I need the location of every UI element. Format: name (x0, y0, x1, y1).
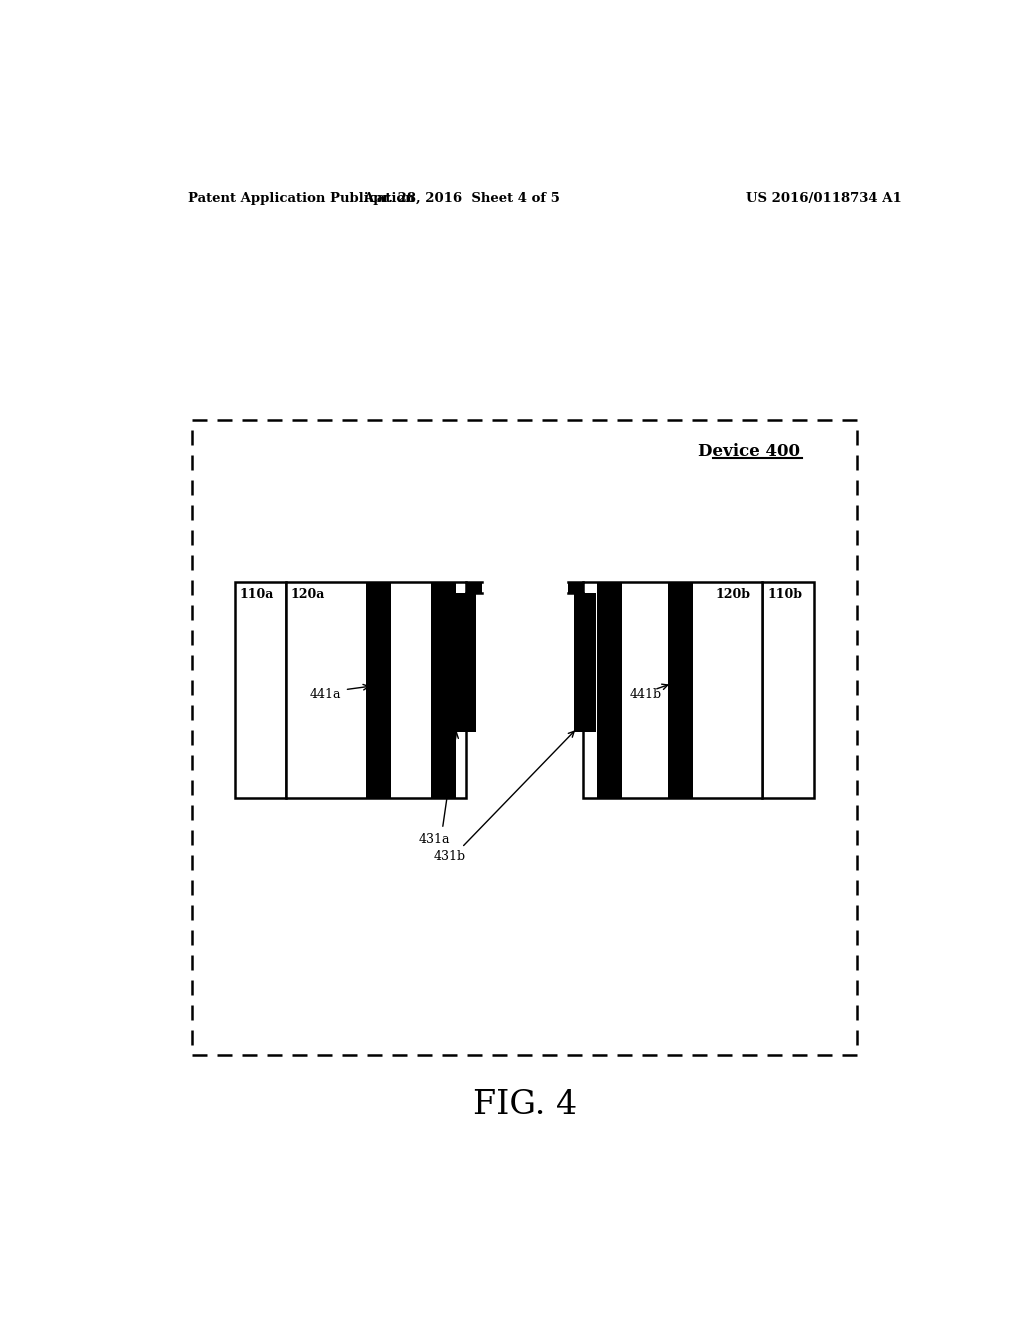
Text: 120a: 120a (291, 589, 325, 601)
Bar (454, 593, 475, 733)
Text: 441b: 441b (630, 688, 662, 701)
Bar (481, 582, 568, 593)
Bar (597, 582, 622, 797)
Text: Apr. 28, 2016  Sheet 4 of 5: Apr. 28, 2016 Sheet 4 of 5 (364, 191, 560, 205)
Text: US 2016/0118734 A1: US 2016/0118734 A1 (745, 191, 901, 205)
Text: FIG. 4: FIG. 4 (473, 1089, 577, 1122)
Bar (574, 593, 596, 733)
Bar (286, 582, 466, 797)
Text: 431b: 431b (434, 850, 466, 863)
Bar (193, 420, 857, 1056)
Text: Patent Application Publication: Patent Application Publication (188, 191, 415, 205)
Bar (668, 582, 692, 797)
Bar (466, 582, 584, 593)
Bar (584, 582, 762, 797)
Text: 110a: 110a (240, 589, 274, 601)
Bar (234, 582, 286, 797)
Bar (367, 582, 391, 797)
Bar (431, 582, 456, 797)
Text: 441a: 441a (309, 688, 341, 701)
Text: 431a: 431a (419, 833, 451, 846)
Text: Device 400: Device 400 (698, 442, 801, 459)
Text: 110b: 110b (767, 589, 803, 601)
Text: 120b: 120b (716, 589, 751, 601)
Bar (762, 582, 814, 797)
